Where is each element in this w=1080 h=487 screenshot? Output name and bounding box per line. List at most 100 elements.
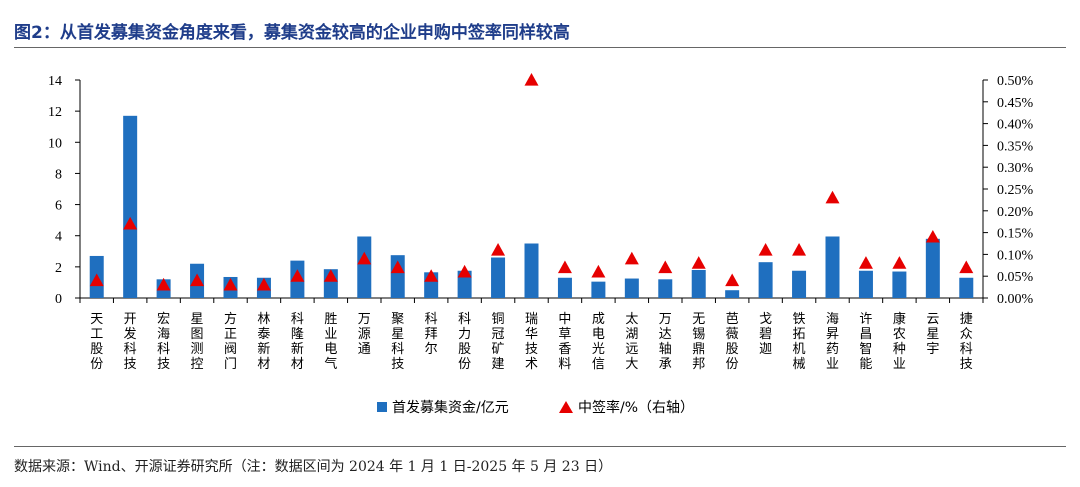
figure-title: 图2：从首发募集资金角度来看，募集资金较高的企业申购中签率同样较高 — [14, 23, 570, 43]
category-label: 万源通 — [358, 312, 371, 357]
category-label: 天工股份 — [90, 312, 103, 372]
category-label: 云星宇 — [926, 312, 939, 357]
category-label: 开发科技 — [124, 312, 137, 372]
bar — [892, 271, 907, 298]
category-label: 康农种业 — [893, 311, 906, 372]
right-axis-ticks: 0.00% 0.05% 0.10% 0.15% 0.20% 0.25% 0.30% 0.35%… — [983, 74, 1034, 307]
rate-marker — [758, 243, 773, 256]
rate-marker — [792, 243, 807, 256]
category-label: 成电光信 — [592, 312, 605, 372]
rate-marker — [256, 277, 271, 291]
left-tick-label: 12 — [48, 105, 62, 120]
legend-marker-swatch — [559, 401, 573, 413]
rate-marker — [658, 260, 673, 274]
category-labels: 天工股份 开发科技 宏海科技 星图测控 方正阀门 林泰新材 科隆新材 胜业电气 万源通 聚星科技 科… — [90, 311, 973, 372]
category-label: 无锡鼎邦 — [692, 312, 705, 372]
right-tick-label: 0.15% — [997, 227, 1034, 242]
category-label: 戈碧迦 — [759, 312, 772, 357]
rate-marker — [892, 256, 907, 269]
category-label: 科隆新材 — [291, 312, 304, 372]
right-tick-label: 0.10% — [997, 248, 1034, 263]
right-tick-label: 0.00% — [997, 292, 1034, 307]
right-tick-label: 0.20% — [997, 205, 1034, 220]
bar — [792, 270, 807, 298]
bar — [491, 257, 506, 298]
category-label: 中草香料 — [558, 312, 571, 372]
left-axis-ticks: 0 2 4 6 8 10 12 14 — [48, 74, 80, 307]
rate-marker — [557, 260, 572, 274]
category-label: 瑞华技术 — [525, 312, 538, 372]
category-label: 芭薇股份 — [726, 312, 739, 372]
right-tick-label: 0.50% — [997, 74, 1034, 89]
rate-marker — [825, 190, 840, 204]
legend-bar-label: 首发募集资金/亿元 — [392, 399, 509, 416]
rate-marker — [156, 277, 171, 291]
bar — [557, 277, 572, 298]
rate-marker — [491, 243, 506, 256]
legend-bar-swatch — [377, 402, 387, 412]
category-label: 方正阀门 — [224, 311, 237, 372]
left-tick-label: 0 — [55, 292, 62, 307]
rate-marker — [424, 269, 439, 282]
bar — [758, 262, 773, 298]
category-label: 万达轴承 — [659, 312, 672, 372]
category-label: 科力股份 — [458, 312, 471, 372]
rate-marker — [323, 269, 338, 282]
bar — [123, 115, 138, 298]
right-tick-label: 0.35% — [997, 139, 1034, 154]
right-tick-label: 0.30% — [997, 161, 1034, 176]
bar — [925, 238, 940, 298]
legend: 首发募集资金/亿元 中签率/%（右轴） — [377, 399, 694, 416]
source-rule — [14, 446, 1066, 447]
source-note: 数据来源：Wind、开源证券研究所（注：数据区间为 2024 年 1 月 1 日… — [14, 459, 613, 475]
rate-marker — [290, 269, 305, 282]
bar — [457, 270, 472, 298]
category-label: 许昌智能 — [859, 312, 872, 372]
rate-marker — [858, 256, 873, 269]
right-tick-label: 0.25% — [997, 183, 1034, 198]
bar — [725, 290, 740, 298]
right-tick-label: 0.05% — [997, 270, 1034, 285]
left-tick-label: 6 — [55, 199, 62, 214]
rate-marker — [925, 229, 940, 243]
bar — [357, 236, 372, 298]
rate-marker — [725, 273, 740, 287]
title-rule — [14, 47, 1066, 48]
category-label: 林泰新材 — [257, 312, 270, 372]
bar — [691, 269, 706, 298]
left-tick-label: 8 — [55, 167, 62, 182]
rate-marker — [390, 260, 405, 274]
bar — [390, 255, 405, 298]
rate-marker — [357, 251, 372, 265]
bar — [624, 278, 639, 298]
rate-marker — [591, 264, 606, 278]
rate-marker — [457, 264, 472, 278]
category-label: 海昇药业 — [826, 312, 839, 372]
rate-marker — [959, 260, 974, 274]
bar — [825, 236, 840, 298]
category-label: 铜冠矿建 — [492, 312, 505, 372]
rate-marker — [190, 273, 205, 287]
category-label: 科拜尔 — [425, 312, 438, 357]
category-label: 聚星科技 — [391, 312, 404, 372]
bar — [959, 277, 974, 298]
legend-marker-label: 中签率/%（右轴） — [578, 399, 694, 416]
left-tick-label: 14 — [48, 74, 62, 89]
rate-marker — [89, 273, 104, 287]
category-label: 太湖远大 — [625, 312, 638, 372]
bar — [658, 279, 673, 298]
category-label: 捷众科技 — [960, 312, 973, 372]
rate-marker — [223, 277, 238, 291]
category-label: 胜业电气 — [324, 312, 337, 372]
left-tick-label: 2 — [55, 261, 62, 276]
left-tick-label: 4 — [55, 230, 62, 245]
left-tick-label: 10 — [48, 136, 62, 151]
bar — [524, 243, 539, 298]
right-tick-label: 0.45% — [997, 96, 1034, 111]
rate-marker — [624, 251, 639, 265]
rate-marker — [524, 73, 539, 86]
bar — [858, 270, 873, 298]
rate-marker — [123, 216, 138, 230]
category-label: 铁拓机械 — [793, 312, 806, 372]
category-label: 宏海科技 — [157, 312, 170, 372]
